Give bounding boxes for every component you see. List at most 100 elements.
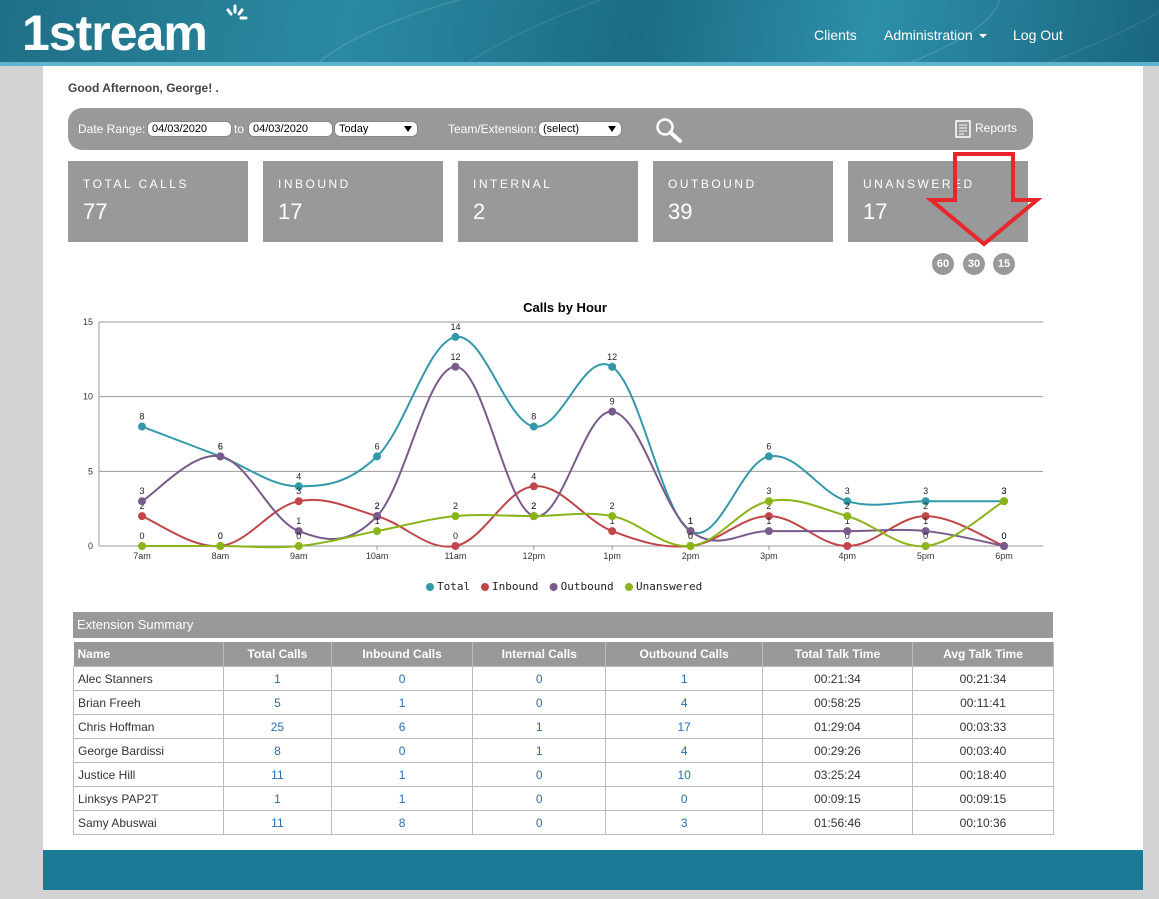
call-count-link[interactable]: 1	[331, 690, 474, 715]
call-count-link[interactable]: 1	[331, 786, 474, 811]
extension-name-cell: Linksys PAP2T	[73, 786, 224, 811]
x-tick-label: 7am	[133, 551, 151, 561]
data-label: 2	[766, 501, 771, 511]
call-count-link[interactable]: 0	[472, 810, 607, 835]
data-point-outbound	[843, 527, 852, 536]
stat-card-internal[interactable]: INTERNAL 2	[458, 161, 638, 242]
data-label: 0	[218, 531, 223, 541]
nav-clients[interactable]: Clients	[814, 27, 857, 43]
data-point-total	[138, 422, 146, 431]
series-line-outbound	[141, 365, 1005, 547]
data-label: 1	[766, 516, 771, 526]
call-count-link[interactable]: 11	[222, 810, 333, 835]
search-icon[interactable]	[654, 117, 684, 143]
call-count-link[interactable]: 0	[472, 762, 607, 787]
date-range-label: Date Range:	[78, 122, 146, 136]
column-header[interactable]: Name	[73, 642, 224, 667]
call-count-link[interactable]: 1	[222, 666, 333, 691]
table-row: Justice Hill 11 1 0 10 03:25:24 00:18:40	[73, 762, 1054, 787]
legend-marker	[549, 583, 558, 591]
call-count-link[interactable]: 0	[472, 786, 607, 811]
column-header[interactable]: Total Calls	[223, 642, 333, 667]
data-label: 2	[375, 501, 380, 511]
call-count-link[interactable]: 0	[331, 738, 474, 763]
date-from-input[interactable]	[147, 121, 232, 137]
data-point-total	[843, 497, 852, 506]
data-point-outbound	[608, 407, 617, 416]
data-label: 1	[610, 516, 615, 526]
talk-time-cell: 00:18:40	[912, 762, 1054, 787]
call-count-link[interactable]: 4	[605, 690, 763, 715]
call-count-link[interactable]: 0	[605, 786, 763, 811]
refresh-60-button[interactable]: 60	[932, 253, 954, 275]
filter-bar: Date Range: to Today Team/Extension: (se…	[68, 108, 1033, 150]
nav-logout[interactable]: Log Out	[1013, 27, 1063, 43]
reports-button[interactable]: Reports	[955, 120, 1017, 138]
column-header[interactable]: Avg Talk Time	[912, 642, 1054, 667]
data-point-total	[608, 362, 617, 371]
column-header[interactable]: Total Talk Time	[762, 642, 914, 667]
legend-entry: Inbound	[492, 580, 538, 593]
y-tick-label: 5	[88, 466, 93, 476]
talk-time-cell: 00:03:33	[912, 714, 1054, 739]
column-header[interactable]: Internal Calls	[472, 642, 607, 667]
call-count-link[interactable]: 6	[331, 714, 474, 739]
call-count-link[interactable]: 8	[331, 810, 474, 835]
data-label: 3	[845, 486, 850, 496]
data-point-inbound	[921, 512, 930, 521]
call-count-link[interactable]: 10	[605, 762, 763, 787]
talk-time-cell: 00:21:34	[761, 666, 914, 691]
refresh-30-button[interactable]: 30	[963, 253, 985, 275]
data-label: 3	[766, 486, 771, 496]
stat-card-value: 17	[278, 199, 303, 224]
refresh-15-button[interactable]: 15	[993, 253, 1015, 275]
call-count-link[interactable]: 0	[331, 666, 474, 691]
call-count-link[interactable]: 0	[472, 690, 607, 715]
call-count-link[interactable]: 1	[222, 786, 333, 811]
x-tick-label: 8am	[212, 551, 230, 561]
x-tick-label: 6pm	[995, 551, 1013, 561]
call-count-link[interactable]: 0	[472, 666, 607, 691]
extension-name-cell: Samy Abuswai	[73, 810, 224, 835]
call-count-link[interactable]: 1	[472, 714, 607, 739]
stat-card-total-calls[interactable]: TOTAL CALLS 77	[68, 161, 248, 242]
data-point-outbound	[921, 527, 930, 536]
call-count-link[interactable]: 5	[222, 690, 333, 715]
data-label: 0	[845, 531, 850, 541]
date-preset-select[interactable]: Today	[334, 121, 418, 137]
stat-card-inbound[interactable]: INBOUND 17	[263, 161, 443, 242]
page-footer	[43, 850, 1143, 890]
data-point-unanswered	[921, 542, 930, 550]
data-label: 3	[139, 486, 144, 496]
call-count-link[interactable]: 8	[222, 738, 333, 763]
data-point-outbound	[764, 527, 773, 536]
call-count-link[interactable]: 3	[605, 810, 763, 835]
call-count-link[interactable]: 1	[331, 762, 474, 787]
call-count-link[interactable]: 1	[472, 738, 607, 763]
talk-time-cell: 00:21:34	[912, 666, 1054, 691]
data-point-unanswered	[686, 542, 695, 550]
stat-card-outbound[interactable]: OUTBOUND 39	[653, 161, 833, 242]
series-line-inbound	[141, 485, 1005, 548]
nav-administration[interactable]: Administration	[884, 27, 987, 43]
call-count-link[interactable]: 1	[605, 666, 763, 691]
call-count-link[interactable]: 11	[222, 762, 333, 787]
data-point-inbound	[764, 512, 773, 521]
call-count-link[interactable]: 25	[222, 714, 333, 739]
y-tick-label: 15	[83, 317, 93, 327]
data-label: 1	[923, 516, 928, 526]
call-count-link[interactable]: 4	[605, 738, 763, 763]
data-label: 0	[1001, 531, 1006, 541]
team-extension-select[interactable]: (select)	[538, 121, 622, 137]
data-point-unanswered	[608, 512, 617, 521]
call-count-link[interactable]: 17	[605, 714, 763, 739]
data-label: 3	[1001, 486, 1006, 496]
data-label: 0	[218, 531, 223, 541]
column-header[interactable]: Outbound Calls	[605, 642, 763, 667]
data-point-outbound	[1000, 542, 1008, 550]
talk-time-cell: 01:56:46	[761, 810, 914, 835]
date-to-input[interactable]	[248, 121, 333, 137]
column-header[interactable]: Inbound Calls	[331, 642, 474, 667]
table-row: Brian Freeh 5 1 0 4 00:58:25 00:11:41	[73, 690, 1054, 715]
logo[interactable]: 1stream	[22, 5, 208, 61]
